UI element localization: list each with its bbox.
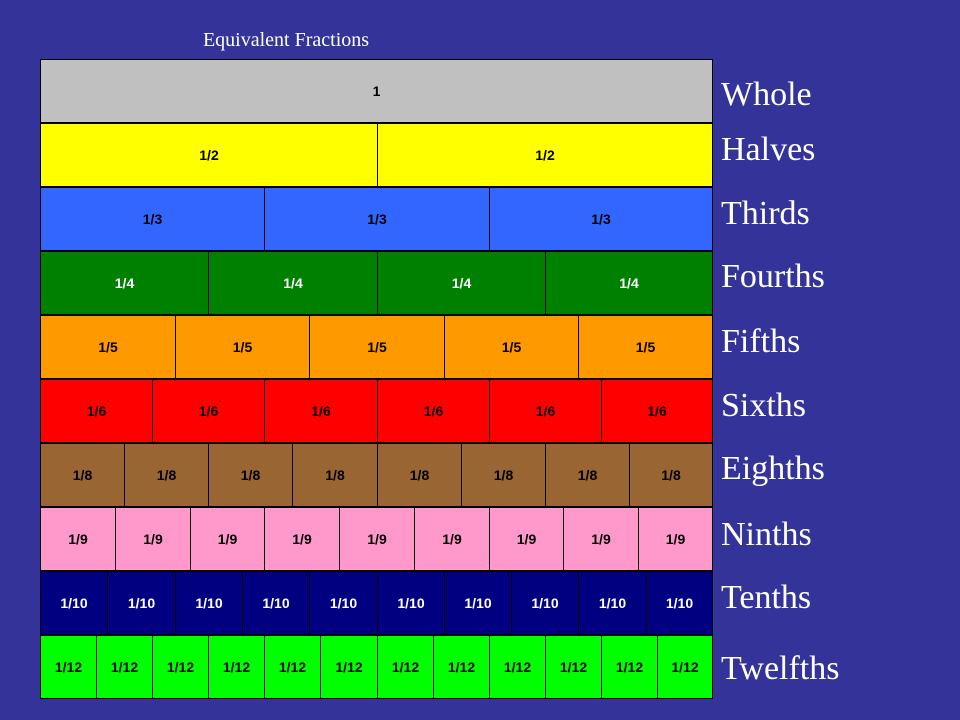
fraction-cell: 1/10 <box>175 571 243 635</box>
fraction-cell: 1/8 <box>377 443 462 507</box>
fraction-cell: 1/3 <box>264 187 490 251</box>
row-label-twelfths: Twelfths <box>721 650 840 687</box>
fraction-cell: 1/5 <box>444 315 579 379</box>
fraction-cell: 1/12 <box>40 635 97 699</box>
fraction-cell: 1/4 <box>545 251 713 315</box>
fraction-row-whole: 1 <box>40 59 713 123</box>
row-label-eighths: Eighths <box>721 450 825 487</box>
fraction-cell: 1/10 <box>309 571 378 635</box>
fraction-cell: 1/9 <box>638 507 713 571</box>
fraction-cell: 1/9 <box>339 507 415 571</box>
fraction-cell: 1/6 <box>377 379 490 443</box>
fraction-cell: 1/8 <box>629 443 713 507</box>
fraction-cell: 1/5 <box>40 315 176 379</box>
fraction-cell: 1/12 <box>320 635 378 699</box>
fraction-cell: 1/8 <box>40 443 125 507</box>
fraction-cell: 1/6 <box>489 379 602 443</box>
row-label-ninths: Ninths <box>721 516 812 553</box>
fraction-cell: 1/9 <box>115 507 191 571</box>
fraction-row-fourths: 1/4 1/4 1/4 1/4 <box>40 251 713 315</box>
fraction-cell: 1/12 <box>433 635 490 699</box>
fraction-cell: 1/12 <box>96 635 153 699</box>
fraction-cell: 1/10 <box>242 571 310 635</box>
row-label-whole: Whole <box>721 76 812 113</box>
fraction-cell: 1/9 <box>563 507 639 571</box>
fraction-cell: 1/3 <box>489 187 713 251</box>
fraction-cell: 1 <box>40 59 713 123</box>
fraction-cell: 1/8 <box>545 443 630 507</box>
fraction-row-sixths: 1/6 1/6 1/6 1/6 1/6 1/6 <box>40 379 713 443</box>
fraction-cell: 1/6 <box>152 379 265 443</box>
row-label-fifths: Fifths <box>721 323 801 360</box>
fraction-cell: 1/3 <box>40 187 265 251</box>
fraction-cell: 1/9 <box>264 507 340 571</box>
fraction-cell: 1/5 <box>578 315 713 379</box>
fraction-cell: 1/10 <box>444 571 512 635</box>
row-label-halves: Halves <box>721 131 816 168</box>
row-label-fourths: Fourths <box>721 258 825 295</box>
fraction-cell: 1/10 <box>107 571 176 635</box>
fraction-row-ninths: 1/9 1/9 1/9 1/9 1/9 1/9 1/9 1/9 1/9 <box>40 507 713 571</box>
fraction-cell: 1/9 <box>190 507 265 571</box>
fraction-cell: 1/8 <box>208 443 293 507</box>
fraction-row-tenths: 1/10 1/10 1/10 1/10 1/10 1/10 1/10 1/10 1/10 1/10 <box>40 571 713 635</box>
fraction-cell: 1/10 <box>377 571 445 635</box>
fraction-cell: 1/10 <box>40 571 108 635</box>
fraction-cell: 1/6 <box>264 379 378 443</box>
row-label-tenths: Tenths <box>721 579 812 616</box>
fraction-cell: 1/9 <box>489 507 564 571</box>
fraction-cell: 1/12 <box>657 635 713 699</box>
fraction-row-halves: 1/2 1/2 <box>40 123 713 187</box>
fraction-row-eighths: 1/8 1/8 1/8 1/8 1/8 1/8 1/8 1/8 <box>40 443 713 507</box>
fraction-cell: 1/10 <box>578 571 647 635</box>
diagram-title: Equivalent Fractions <box>202 29 370 51</box>
fraction-cell: 1/12 <box>601 635 658 699</box>
fraction-row-thirds: 1/3 1/3 1/3 <box>40 187 713 251</box>
fraction-cell: 1/6 <box>601 379 713 443</box>
fraction-cell: 1/8 <box>292 443 378 507</box>
fraction-cell: 1/12 <box>377 635 434 699</box>
fraction-cell: 1/9 <box>40 507 116 571</box>
fraction-cell: 1/10 <box>646 571 713 635</box>
fraction-cell: 1/4 <box>40 251 209 315</box>
fraction-cell: 1/12 <box>489 635 546 699</box>
fraction-cell: 1/8 <box>124 443 209 507</box>
fraction-strip-chart: 1 1/2 1/2 1/3 1/3 1/3 1/4 1/4 1/4 1/4 1/5 1/5 1/5 1/5… <box>40 59 713 699</box>
fraction-cell: 1/12 <box>264 635 321 699</box>
fraction-cell: 1/5 <box>309 315 445 379</box>
fraction-cell: 1/9 <box>414 507 490 571</box>
fraction-cell: 1/12 <box>208 635 265 699</box>
fraction-cell: 1/2 <box>40 123 378 187</box>
fraction-row-fifths: 1/5 1/5 1/5 1/5 1/5 <box>40 315 713 379</box>
fraction-cell: 1/12 <box>152 635 209 699</box>
fraction-cell: 1/10 <box>511 571 579 635</box>
row-label-thirds: Thirds <box>721 195 810 232</box>
fraction-cell: 1/2 <box>377 123 713 187</box>
fraction-cell: 1/12 <box>545 635 602 699</box>
fraction-cell: 1/4 <box>377 251 546 315</box>
fraction-cell: 1/5 <box>175 315 310 379</box>
fraction-cell: 1/8 <box>461 443 546 507</box>
row-label-sixths: Sixths <box>721 387 807 424</box>
fraction-cell: 1/6 <box>40 379 153 443</box>
fraction-row-twelfths: 1/12 1/12 1/12 1/12 1/12 1/12 1/12 1/12 1/12 1/12… <box>40 635 713 699</box>
fraction-cell: 1/4 <box>208 251 378 315</box>
